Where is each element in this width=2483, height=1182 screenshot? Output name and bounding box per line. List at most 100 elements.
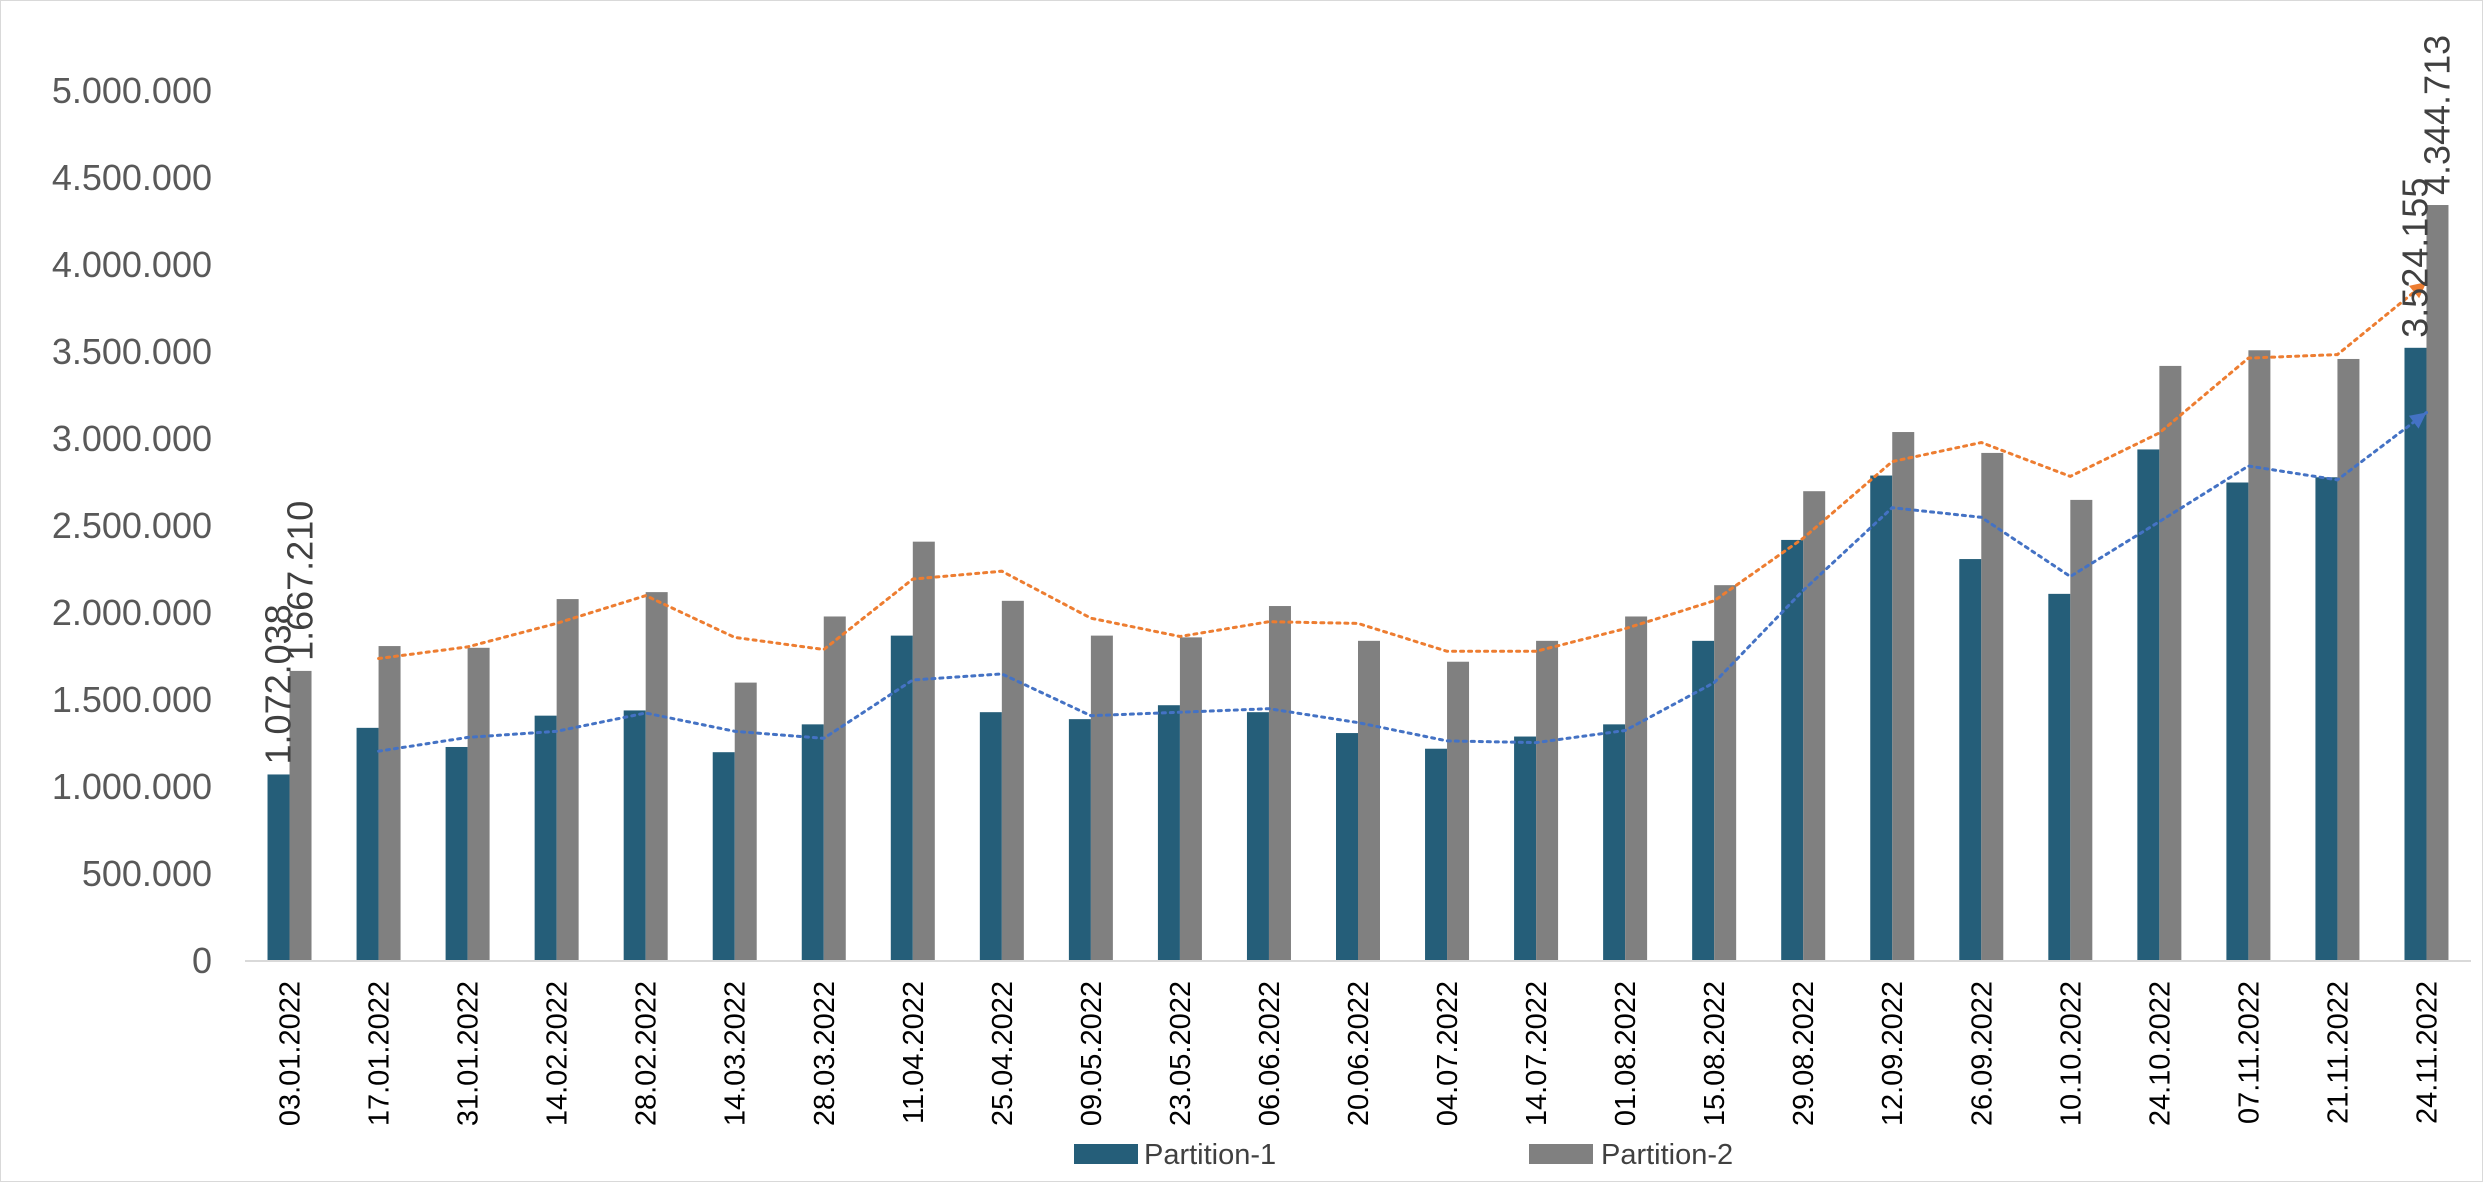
bar-series2-10 — [1179, 637, 1202, 961]
y-tick-label: 4.000.000 — [52, 244, 212, 285]
bar-series2-12 — [1358, 640, 1380, 961]
bar-series1-11 — [1246, 712, 1269, 961]
bar-series2-14 — [1536, 640, 1559, 961]
bar-series2-0 — [289, 670, 312, 961]
bar-series2-1 — [378, 646, 401, 961]
bar-series2-13 — [1447, 661, 1470, 961]
x-tick-label: 26.09.2022 — [1966, 981, 1998, 1126]
trendline-arrow-series1 — [2408, 412, 2427, 429]
y-tick-label: 4.500.000 — [52, 157, 212, 198]
bar-series2-9 — [1090, 635, 1113, 961]
bar-series2-7 — [912, 541, 935, 961]
data-label: 1.667.210 — [280, 501, 321, 661]
bar-series2-19 — [1981, 452, 2004, 961]
legend-swatch-partition-1 — [1074, 1144, 1138, 1164]
x-tick-label: 01.08.2022 — [1610, 981, 1642, 1126]
x-tick-label: 23.05.2022 — [1165, 981, 1197, 1126]
bar-series1-4 — [623, 710, 646, 961]
x-tick-label: 29.08.2022 — [1788, 981, 1820, 1126]
bar-series2-4 — [645, 592, 668, 961]
legend-label-partition-2: Partition-2 — [1601, 1139, 1733, 1171]
bar-series1-16 — [1692, 640, 1715, 961]
trendline-series1 — [377, 411, 2428, 753]
x-tick-label: 20.06.2022 — [1343, 981, 1375, 1126]
bar-series2-20 — [2070, 499, 2093, 961]
x-tick-label: 17.01.2022 — [364, 981, 396, 1126]
bar-series2-23 — [2337, 358, 2360, 962]
x-tick-label: 11.04.2022 — [898, 981, 930, 1124]
x-tick-label: 28.02.2022 — [631, 981, 663, 1126]
bar-series1-3 — [534, 715, 557, 961]
x-tick-label: 04.07.2022 — [1432, 981, 1464, 1126]
bar-series1-7 — [890, 635, 913, 961]
x-tick-label: 14.02.2022 — [542, 981, 574, 1126]
bar-series2-24 — [2426, 205, 2449, 961]
y-tick-label: 2.000.000 — [52, 592, 212, 633]
bar-series1-12 — [1336, 733, 1358, 961]
x-tick-label: 09.05.2022 — [1076, 981, 1108, 1126]
x-tick-label: 10.10.2022 — [2055, 981, 2087, 1126]
bar-series2-18 — [1892, 432, 1915, 961]
bar-series2-22 — [2248, 350, 2271, 961]
bar-series2-21 — [2159, 365, 2182, 961]
bar-series1-5 — [712, 752, 735, 961]
data-label: 1.072.038 — [258, 604, 299, 764]
bar-series2-2 — [467, 647, 490, 961]
y-tick-label: 2.500.000 — [52, 505, 212, 546]
bar-series2-17 — [1803, 491, 1826, 961]
x-tick-label: 14.07.2022 — [1521, 981, 1553, 1126]
data-label: 4.344.713 — [2416, 35, 2457, 195]
x-tick-label: 24.11.2022 — [2411, 981, 2443, 1124]
legend-swatch-partition-2 — [1529, 1144, 1593, 1164]
x-tick-label: 14.03.2022 — [720, 981, 752, 1126]
bars-layer — [267, 205, 2449, 962]
bar-series1-22 — [2226, 482, 2249, 961]
bar-series1-19 — [1959, 559, 1982, 961]
bar-series1-23 — [2315, 477, 2338, 961]
bar-series1-6 — [801, 724, 824, 961]
bar-series2-6 — [823, 616, 846, 961]
bar-series1-1 — [356, 727, 379, 961]
y-tick-label: 3.500.000 — [52, 331, 212, 372]
bar-series1-9 — [1068, 719, 1091, 961]
bar-series2-15 — [1625, 616, 1648, 961]
x-tick-label: 28.03.2022 — [809, 981, 841, 1126]
bar-series2-3 — [556, 599, 579, 961]
x-tick-label: 25.04.2022 — [987, 981, 1019, 1126]
y-tick-label: 500.000 — [82, 853, 212, 894]
y-tick-label: 0 — [192, 940, 212, 981]
bar-series1-24 — [2404, 347, 2427, 962]
bar-series1-14 — [1514, 736, 1537, 961]
bar-series1-18 — [1870, 475, 1893, 961]
x-axis-tick-labels: 03.01.2022 17.01.2022 31.01.2022 14.02.2022… — [275, 981, 2444, 1126]
bar-series1-2 — [445, 746, 468, 961]
bar-series2-16 — [1714, 585, 1737, 961]
trendline-arrow-series2 — [2409, 281, 2427, 299]
x-tick-label: 31.01.2022 — [453, 981, 485, 1126]
bar-series1-15 — [1603, 724, 1626, 961]
legend-label-partition-1: Partition-1 — [1144, 1139, 1276, 1171]
y-tick-label: 1.500.000 — [52, 679, 212, 720]
trendline-series2 — [377, 280, 2428, 660]
x-tick-label: 24.10.2022 — [2144, 981, 2176, 1126]
bar-series1-21 — [2137, 449, 2160, 961]
bar-series1-17 — [1781, 539, 1804, 961]
y-tick-label: 5.000.000 — [52, 70, 212, 111]
bar-series1-8 — [979, 712, 1002, 961]
x-tick-label: 06.06.2022 — [1254, 981, 1286, 1126]
legend: Partition-1 Partition-2 — [1074, 1139, 1733, 1171]
data-label: 3.524.155 — [2394, 178, 2435, 338]
bar-series2-11 — [1268, 606, 1291, 961]
x-tick-label: 12.09.2022 — [1877, 981, 1909, 1126]
y-tick-label: 3.000.000 — [52, 418, 212, 459]
bar-series2-5 — [734, 682, 757, 961]
bar-series1-0 — [267, 774, 290, 961]
bar-series1-10 — [1157, 705, 1180, 961]
bar-series1-20 — [2048, 593, 2071, 961]
bar-series1-13 — [1425, 748, 1448, 961]
x-tick-label: 07.11.2022 — [2233, 981, 2265, 1124]
bar-series2-8 — [1001, 600, 1024, 961]
